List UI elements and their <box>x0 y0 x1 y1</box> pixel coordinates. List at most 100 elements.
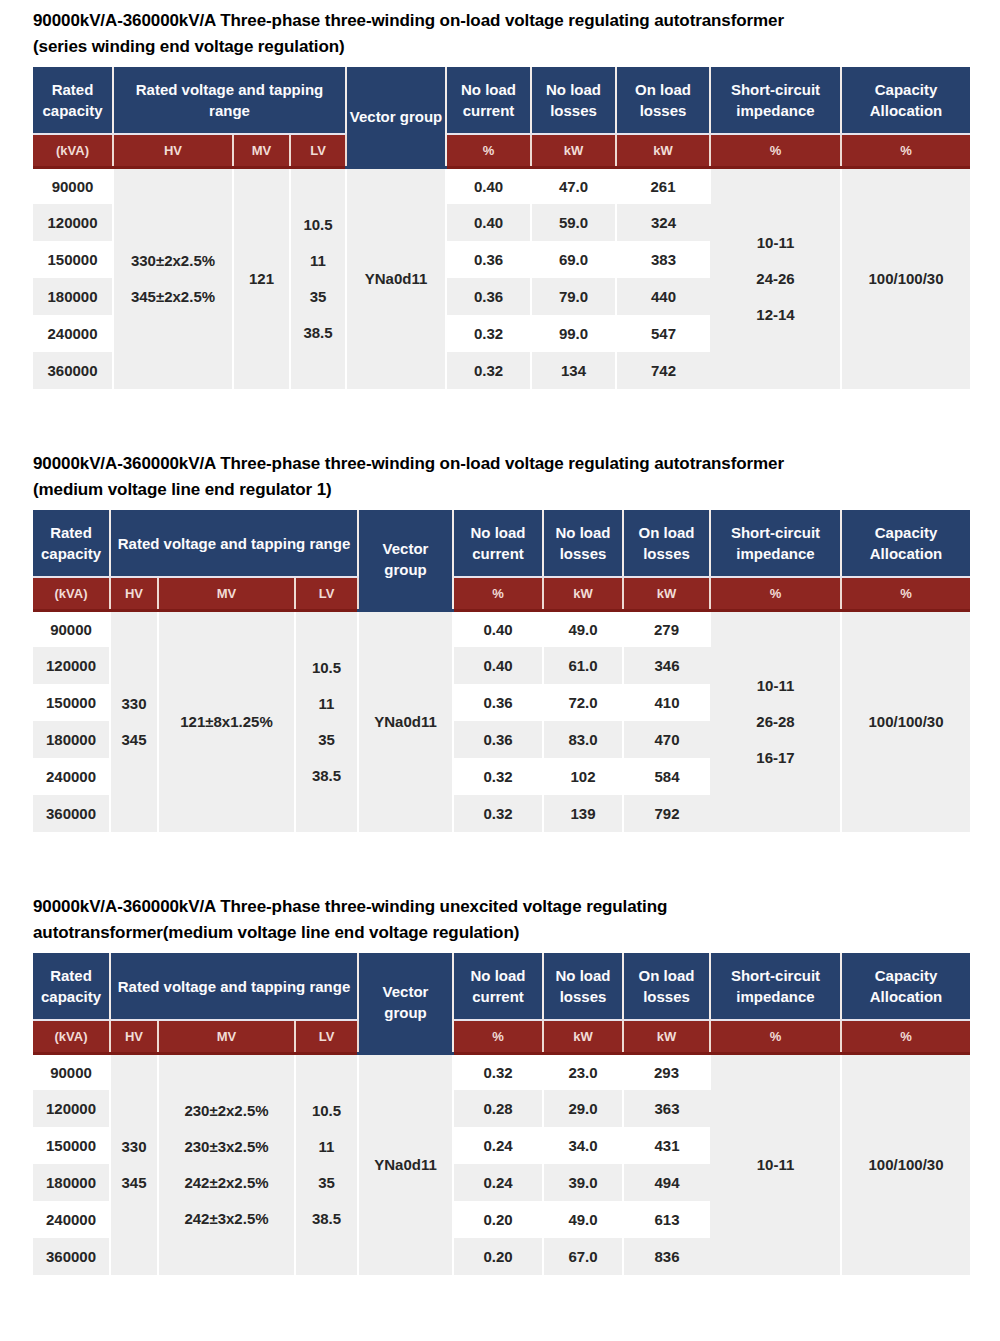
cell-no-load-current: 0.32 <box>453 758 543 795</box>
cell-mv: 121±8x1.25% <box>158 610 295 832</box>
cell-capacity: 150000 <box>33 241 113 278</box>
cell-no-load-losses: 83.0 <box>543 721 623 758</box>
subheader-no-load-losses-unit: kW <box>543 577 623 610</box>
impedance-line: 26-28 <box>711 704 840 740</box>
cell-no-load-losses: 59.0 <box>531 204 616 241</box>
subheader-impedance-unit: % <box>710 134 841 167</box>
cell-no-load-current: 0.40 <box>453 610 543 647</box>
cell-on-load-losses: 346 <box>623 647 710 684</box>
subheader-lv: LV <box>290 134 346 167</box>
col-header-vector-group: Vector group <box>346 67 446 167</box>
subheader-current-unit: % <box>453 1020 543 1053</box>
impedance-line: 24-26 <box>711 261 840 297</box>
lv-line: 11 <box>291 243 345 279</box>
col-header-no-load-losses: No load losses <box>543 510 623 577</box>
table-title: 90000kV/A-360000kV/A Three-phase three-w… <box>33 894 970 946</box>
impedance-line: 10-11 <box>711 1147 840 1183</box>
cell-no-load-current: 0.40 <box>446 204 531 241</box>
cell-on-load-losses: 836 <box>623 1238 710 1275</box>
cell-no-load-current: 0.32 <box>446 352 531 389</box>
subheader-impedance-unit: % <box>710 577 841 610</box>
col-header-short-circuit-impedance: Short-circuit impedance <box>710 510 841 577</box>
cell-on-load-losses: 547 <box>616 315 710 352</box>
cell-capacity: 90000 <box>33 610 110 647</box>
cell-no-load-current: 0.40 <box>446 167 531 204</box>
cell-capacity-allocation: 100/100/30 <box>841 1053 970 1275</box>
cell-hv: 330±2x2.5% 345±2x2.5% <box>113 167 233 389</box>
subheader-current-unit: % <box>453 577 543 610</box>
subheader-hv: HV <box>113 134 233 167</box>
col-header-no-load-losses: No load losses <box>531 67 616 134</box>
hv-line: 330 <box>111 686 157 722</box>
cell-capacity: 180000 <box>33 1164 110 1201</box>
mv-line: 230±3x2.5% <box>159 1129 294 1165</box>
lv-line: 38.5 <box>296 1201 357 1237</box>
col-header-vector-group: Vector group <box>358 953 453 1053</box>
cell-on-load-losses: 279 <box>623 610 710 647</box>
cell-capacity: 180000 <box>33 721 110 758</box>
subheader-no-load-losses-unit: kW <box>543 1020 623 1053</box>
col-header-short-circuit-impedance: Short-circuit impedance <box>710 67 841 134</box>
table-row: 90000 330±2x2.5% 345±2x2.5% 121 10.5 11 … <box>33 167 970 204</box>
subheader-allocation-unit: % <box>841 134 970 167</box>
cell-no-load-current: 0.32 <box>446 315 531 352</box>
cell-no-load-losses: 139 <box>543 795 623 832</box>
col-header-no-load-current: No load current <box>446 67 531 134</box>
subheader-allocation-unit: % <box>841 577 970 610</box>
cell-impedance: 10-11 24-26 12-14 <box>710 167 841 389</box>
cell-on-load-losses: 440 <box>616 278 710 315</box>
cell-capacity: 90000 <box>33 1053 110 1090</box>
subheader-impedance-unit: % <box>710 1020 841 1053</box>
cell-capacity: 150000 <box>33 684 110 721</box>
col-header-on-load-losses: On load losses <box>623 953 710 1020</box>
col-header-rated-voltage: Rated voltage and tapping range <box>113 67 346 134</box>
col-header-vector-group: Vector group <box>358 510 453 610</box>
table-title-line1: 90000kV/A-360000kV/A Three-phase three-w… <box>33 894 970 920</box>
cell-vector-group: YNa0d11 <box>358 610 453 832</box>
subheader-no-load-losses-unit: kW <box>531 134 616 167</box>
cell-capacity-allocation: 100/100/30 <box>841 167 970 389</box>
col-header-on-load-losses: On load losses <box>623 510 710 577</box>
table-section-mv-line-end-regulator: 90000kV/A-360000kV/A Three-phase three-w… <box>33 451 970 832</box>
cell-lv: 10.5 11 35 38.5 <box>295 610 358 832</box>
mv-line: 121±8x1.25% <box>159 704 294 740</box>
cell-no-load-losses: 69.0 <box>531 241 616 278</box>
cell-capacity: 120000 <box>33 647 110 684</box>
lv-line: 35 <box>296 722 357 758</box>
hv-line: 345 <box>111 1165 157 1201</box>
cell-no-load-current: 0.32 <box>453 1053 543 1090</box>
cell-mv: 230±2x2.5% 230±3x2.5% 242±2x2.5% 242±3x2… <box>158 1053 295 1275</box>
mv-line: 242±2x2.5% <box>159 1165 294 1201</box>
col-header-capacity-allocation: Capacity Allocation <box>841 953 970 1020</box>
cell-capacity: 180000 <box>33 278 113 315</box>
cell-no-load-losses: 49.0 <box>543 610 623 647</box>
col-header-rated-capacity: Rated capacity <box>33 510 110 577</box>
cell-capacity: 90000 <box>33 167 113 204</box>
cell-no-load-current: 0.24 <box>453 1164 543 1201</box>
subheader-hv: HV <box>110 1020 158 1053</box>
cell-no-load-losses: 99.0 <box>531 315 616 352</box>
impedance-line: 12-14 <box>711 297 840 333</box>
cell-no-load-current: 0.40 <box>453 647 543 684</box>
col-header-short-circuit-impedance: Short-circuit impedance <box>710 953 841 1020</box>
cell-on-load-losses: 383 <box>616 241 710 278</box>
cell-on-load-losses: 410 <box>623 684 710 721</box>
cell-no-load-losses: 39.0 <box>543 1164 623 1201</box>
cell-capacity: 360000 <box>33 1238 110 1275</box>
cell-capacity: 150000 <box>33 1127 110 1164</box>
subheader-lv: LV <box>295 577 358 610</box>
cell-on-load-losses: 494 <box>623 1164 710 1201</box>
cell-no-load-losses: 47.0 <box>531 167 616 204</box>
table-section-unexcited-regulating: 90000kV/A-360000kV/A Three-phase three-w… <box>33 894 970 1275</box>
cell-no-load-losses: 61.0 <box>543 647 623 684</box>
table-row: 90000 330 345 230±2x2.5% 230±3x2.5% 242±… <box>33 1053 970 1090</box>
cell-no-load-current: 0.24 <box>453 1127 543 1164</box>
impedance-line: 10-11 <box>711 225 840 261</box>
col-header-no-load-current: No load current <box>453 510 543 577</box>
subheader-allocation-unit: % <box>841 1020 970 1053</box>
subheader-kva: (kVA) <box>33 134 113 167</box>
cell-vector-group: YNa0d11 <box>358 1053 453 1275</box>
cell-capacity: 240000 <box>33 758 110 795</box>
table-section-series-winding: 90000kV/A-360000kV/A Three-phase three-w… <box>33 8 970 389</box>
cell-no-load-losses: 79.0 <box>531 278 616 315</box>
